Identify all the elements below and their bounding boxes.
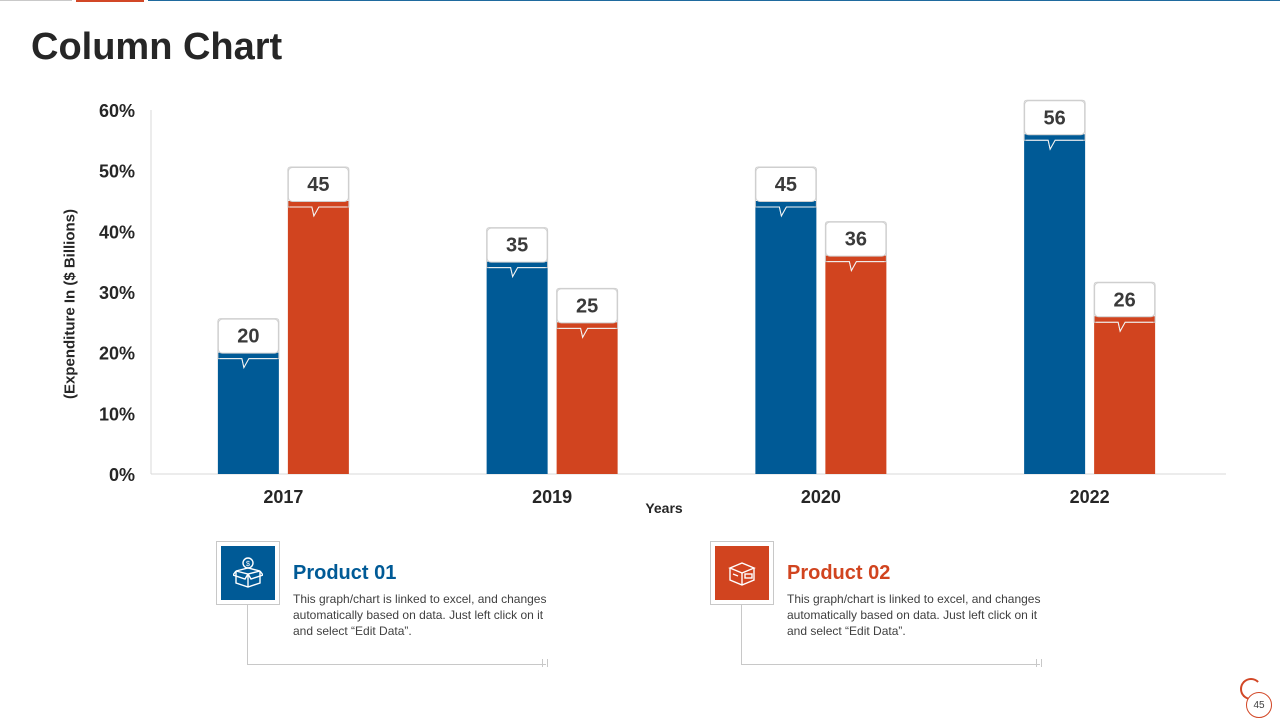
- data-label: 26: [1114, 289, 1136, 311]
- card-icon-box: [710, 541, 774, 605]
- top-line-segment-gray: [0, 0, 72, 1]
- x-tick-label: 2020: [801, 487, 841, 507]
- bar: [287, 201, 349, 474]
- bar: [486, 261, 548, 474]
- legend-card-product-02: Product 02 This graph/chart is linked to…: [710, 540, 1090, 670]
- x-tick-label: 2019: [532, 487, 572, 507]
- legend-card-title: Product 02: [787, 562, 891, 584]
- bar: [1094, 316, 1156, 474]
- data-label: 45: [307, 174, 329, 196]
- bar: [825, 255, 887, 474]
- legend-card-product-01: $ Product 01 This graph/chart is linked …: [216, 540, 596, 670]
- data-callout-pointer: [757, 206, 815, 218]
- y-tick-label: 0%: [109, 465, 135, 485]
- data-callout-pointer: [1026, 139, 1084, 151]
- page-number: 45: [1246, 692, 1272, 718]
- data-callout-pointer: [289, 206, 347, 218]
- y-tick-label: 30%: [99, 283, 135, 303]
- card-frame-end: [542, 659, 548, 667]
- data-label: 20: [237, 326, 259, 348]
- slide-title: Column Chart: [31, 26, 283, 68]
- bar: [755, 201, 817, 474]
- x-tick-label: 2017: [263, 487, 303, 507]
- money-box-icon: $: [221, 546, 275, 600]
- data-callout-pointer: [488, 267, 546, 279]
- data-label: 25: [576, 295, 598, 317]
- data-label-box: [755, 167, 817, 202]
- top-line-segment-orange: [76, 0, 144, 2]
- bar: [556, 322, 618, 474]
- data-label-box: [1094, 282, 1156, 318]
- column-chart: 0% 10% 20% 30% 40% 50% 60% 20 45 2017 35 25 2019 45 36…: [99, 99, 1226, 507]
- data-label: 45: [775, 174, 797, 196]
- svg-text:$: $: [246, 561, 250, 568]
- card-icon-box: $: [216, 541, 280, 605]
- y-tick-label: 60%: [99, 101, 135, 121]
- card-frame-end: [1036, 659, 1042, 667]
- legend-card-title: Product 01: [293, 562, 397, 584]
- card-frame: [741, 600, 1040, 665]
- data-callout-pointer: [1096, 321, 1154, 333]
- data-label-box: [556, 288, 618, 324]
- data-label: 36: [845, 229, 867, 251]
- x-axis-title: Years: [645, 500, 683, 516]
- data-label-box: [486, 227, 548, 263]
- data-label: 56: [1044, 107, 1066, 129]
- data-callout-pointer: [827, 261, 885, 272]
- legend-card-description: This graph/chart is linked to excel, and…: [787, 592, 1041, 638]
- bar: [217, 352, 279, 474]
- data-label-box: [217, 318, 279, 354]
- bar: [1024, 134, 1086, 474]
- top-accent-line: [0, 0, 1280, 2]
- data-label-box: [825, 221, 887, 257]
- x-tick-label: 2022: [1070, 487, 1110, 507]
- legend-card-description: This graph/chart is linked to excel, and…: [293, 592, 547, 638]
- y-tick-label: 40%: [99, 222, 135, 242]
- y-axis-title: (Expenditure In ($ Billions): [61, 208, 79, 400]
- card-frame: [247, 600, 546, 665]
- y-tick-label: 20%: [99, 344, 135, 364]
- data-label-box: [1024, 100, 1086, 136]
- data-callout-pointer: [558, 327, 616, 339]
- data-callout-pointer: [219, 358, 277, 370]
- data-label: 35: [506, 235, 528, 257]
- top-line-segment-blue: [148, 0, 1280, 1]
- package-box-icon: [715, 546, 769, 600]
- data-label-box: [287, 167, 349, 202]
- y-tick-label: 10%: [99, 404, 135, 424]
- y-tick-label: 50%: [99, 162, 135, 182]
